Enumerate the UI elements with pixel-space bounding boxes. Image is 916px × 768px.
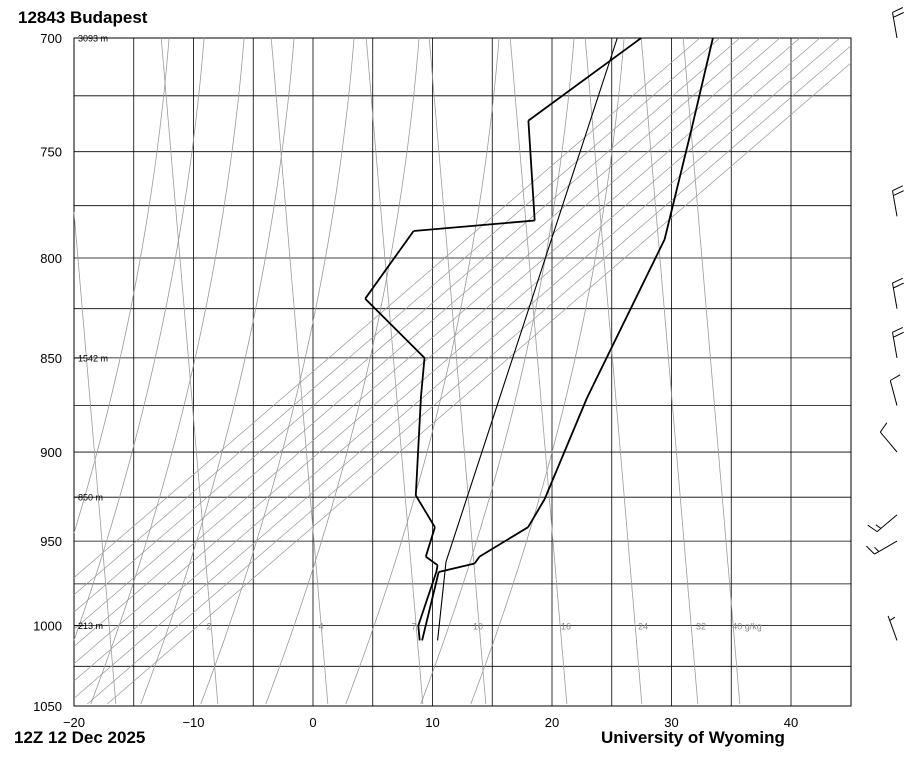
- moist-adiabat: [140, 37, 295, 705]
- y-tick-label: 750: [40, 145, 62, 160]
- y-tick-label: 800: [40, 251, 62, 266]
- y-tick-label: 1000: [33, 619, 62, 634]
- mixing-ratio-labels: 2 4 7 10 16 24 32 40 g/kg: [206, 622, 761, 632]
- dry-adiabat: [73, 37, 741, 613]
- wind-barb: [867, 514, 898, 533]
- wind-barb: [892, 326, 904, 358]
- dry-adiabat: [107, 62, 852, 705]
- dry-adiabat: [73, 37, 701, 578]
- wind-barb: [887, 615, 898, 641]
- mixing-ratio-label: 7: [411, 622, 416, 632]
- height-label: 3093 m: [78, 34, 108, 44]
- dry-adiabat: [73, 37, 761, 630]
- mixing-ratio-label: 24: [638, 622, 648, 632]
- height-labels: 3093 m 1542 m 850 m 213 m: [74, 34, 108, 631]
- x-tick-label: 40: [784, 715, 798, 730]
- wind-barb: [879, 422, 898, 453]
- station-title: 12843 Budapest: [18, 8, 148, 27]
- mixing-ratio-line: [365, 37, 424, 705]
- moist-adiabat: [200, 37, 355, 705]
- parcel-line: [437, 37, 618, 641]
- mixing-ratio-label: 40 g/kg: [732, 622, 762, 632]
- moist-adiabat: [470, 37, 625, 705]
- dry-adiabat: [73, 37, 801, 665]
- dry-adiabat: [73, 37, 721, 596]
- y-tick-label: 900: [40, 445, 62, 460]
- height-label: 213 m: [78, 621, 103, 631]
- plot-frame: [73, 37, 852, 707]
- height-label: 1542 m: [78, 353, 108, 363]
- moist-adiabat: [90, 37, 245, 705]
- dry-adiabat: [73, 37, 821, 682]
- mixing-ratio-line: [73, 211, 117, 705]
- wind-barb: [889, 374, 901, 406]
- credit-label: University of Wyoming: [601, 728, 785, 747]
- mixing-ratio-line: [640, 37, 699, 705]
- mixing-ratio-label: 2: [206, 622, 211, 632]
- moist-adiabat: [265, 37, 420, 705]
- wind-barb: [892, 277, 904, 309]
- mixing-ratio-line: [682, 37, 741, 705]
- wind-barb: [892, 185, 904, 217]
- y-tick-label: 1050: [33, 699, 62, 714]
- dry-adiabat: [73, 37, 841, 699]
- wind-barb: [866, 540, 898, 555]
- x-tick-label: −10: [182, 715, 204, 730]
- mixing-ratio-label: 16: [561, 622, 571, 632]
- date-label: 12Z 12 Dec 2025: [14, 728, 146, 747]
- series-lines: [364, 37, 714, 641]
- dry-adiabat: [73, 37, 781, 647]
- wind-barb: [892, 7, 904, 39]
- mixing-ratio-line: [160, 37, 219, 705]
- mixing-ratio-label: 4: [318, 622, 323, 632]
- axis-tick-labels: 700 750 800 850 900 950 1000 1050−20 −10 0 10 20 30 4…: [33, 31, 798, 730]
- x-tick-label: 30: [664, 715, 678, 730]
- moist-adiabat: [345, 37, 500, 705]
- wind-barbs: [866, 7, 904, 641]
- grid-lines: [73, 37, 852, 707]
- y-tick-label: 850: [40, 351, 62, 366]
- mixing-ratio-line: [428, 37, 487, 705]
- mixing-ratio-label: 10: [473, 622, 483, 632]
- background-lines: [73, 37, 852, 705]
- x-tick-label: −20: [63, 715, 85, 730]
- x-tick-label: 0: [309, 715, 316, 730]
- mixing-ratio-line: [584, 37, 643, 705]
- x-tick-label: 20: [545, 715, 559, 730]
- y-tick-label: 950: [40, 534, 62, 549]
- temperature-line: [421, 37, 714, 641]
- mixing-ratio-line: [509, 37, 568, 705]
- mixing-ratio-line: [270, 37, 329, 705]
- dewpoint-line: [364, 37, 642, 641]
- moist-adiabat: [73, 37, 205, 641]
- dry-adiabat: [87, 45, 852, 705]
- height-label: 850 m: [78, 493, 103, 503]
- moist-adiabat: [420, 37, 575, 705]
- mixing-ratio-label: 32: [696, 622, 706, 632]
- y-tick-label: 700: [40, 31, 62, 46]
- moist-adiabat: [73, 37, 170, 534]
- x-tick-label: 10: [425, 715, 439, 730]
